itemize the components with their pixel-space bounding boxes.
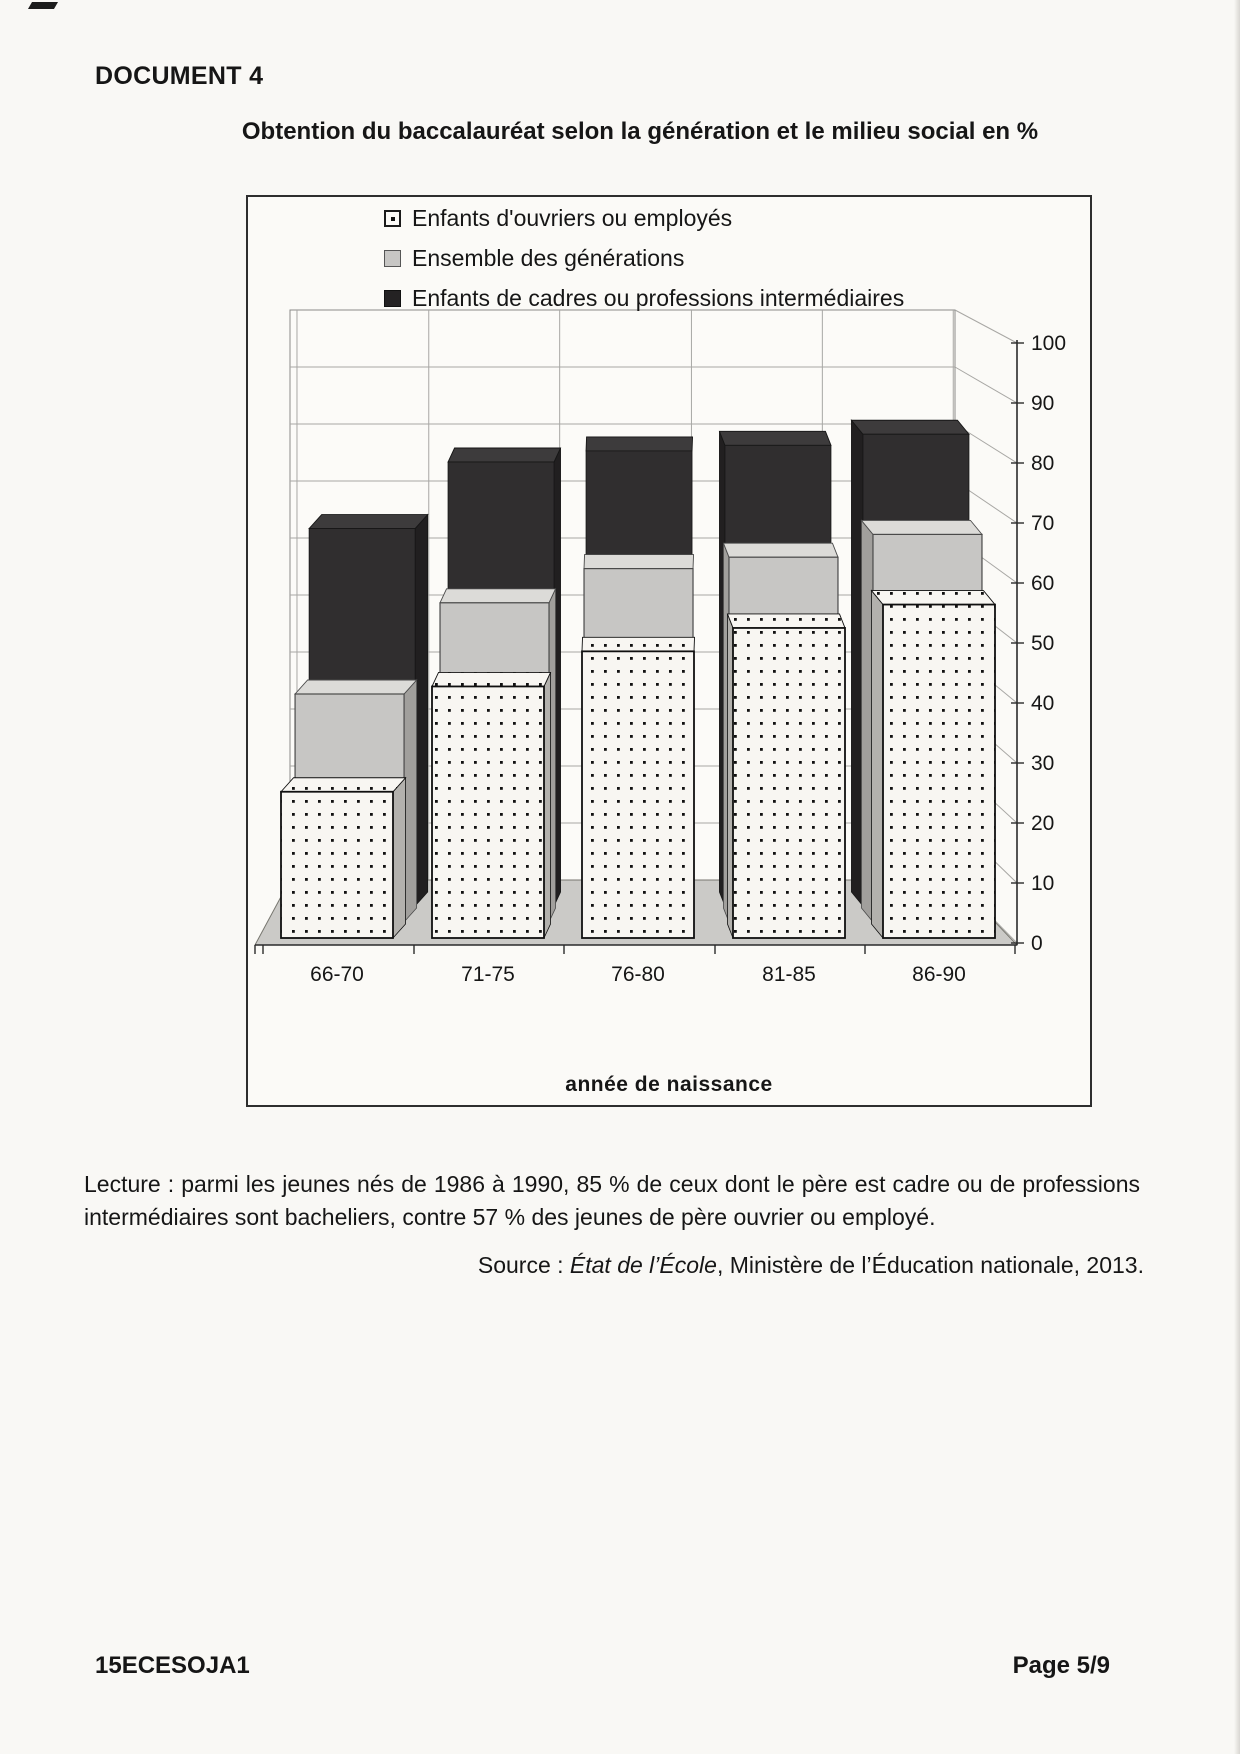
legend-swatch-gray-icon: [384, 250, 401, 267]
source-suffix: , Ministère de l’Éducation nationale, 20…: [716, 1252, 1144, 1278]
footer-exam-code: 15ECESOJA1: [95, 1652, 250, 1679]
footer-page-number: Page 5/9: [1012, 1652, 1110, 1679]
y-tick-label: 90: [1031, 392, 1054, 415]
x-tick-label: 76-80: [611, 963, 665, 986]
source-title: État de l’École: [569, 1252, 717, 1278]
y-tick-label: 60: [1031, 572, 1054, 595]
y-tick-label: 70: [1031, 512, 1054, 535]
series-white-dotted: [279, 589, 996, 940]
chart-canvas: 66-70 71-75 76-80 81-85 86-90 0 10 20 30 40 50 60 70…: [254, 309, 1066, 986]
bar-81-85-white-dotted: [726, 613, 846, 939]
y-tick-label: 30: [1031, 752, 1054, 775]
document-label: DOCUMENT 4: [95, 62, 264, 90]
source-line: Source : État de l’École, Ministère de l…: [84, 1252, 1144, 1279]
legend-item: Enfants de cadres ou professions intermé…: [384, 285, 904, 312]
x-tick-label: 86-90: [912, 963, 966, 986]
lecture-paragraph: Lecture : parmi les jeunes nés de 1986 à…: [84, 1171, 1140, 1231]
x-tick-label: 66-70: [310, 963, 364, 986]
x-axis: 66-70 71-75 76-80 81-85 86-90: [254, 944, 1017, 986]
x-tick-label: 71-75: [461, 963, 515, 986]
y-tick-label: 10: [1031, 872, 1054, 895]
legend-label: Enfants d'ouvriers ou employés: [412, 205, 733, 231]
legend-item: Ensemble des générations: [384, 245, 904, 272]
x-axis-title: année de naissance: [565, 1073, 773, 1096]
source-prefix: Source :: [477, 1252, 570, 1278]
bar-76-80-white-dotted: [581, 636, 695, 939]
y-tick-label: 100: [1031, 332, 1066, 355]
legend-label: Ensemble des générations: [412, 245, 685, 271]
scan-artifact: [27, 2, 59, 9]
y-axis: 0 10 20 30 40 50 60 70 80 90 100: [1011, 332, 1066, 955]
chart-legend: Enfants d'ouvriers ou employés Ensemble …: [384, 205, 904, 312]
y-tick-label: 50: [1031, 632, 1054, 655]
legend-label: Enfants de cadres ou professions intermé…: [412, 285, 905, 311]
y-tick-label: 0: [1031, 932, 1043, 955]
x-tick-label: 81-85: [762, 963, 816, 986]
legend-swatch-dotted-icon: [384, 210, 401, 227]
legend-swatch-black-icon: [384, 290, 401, 307]
y-tick-label: 80: [1031, 452, 1054, 475]
y-tick-label: 20: [1031, 812, 1054, 835]
y-tick-label: 40: [1031, 692, 1054, 715]
legend-item: Enfants d'ouvriers ou employés: [384, 205, 904, 232]
chart-frame: Enfants d'ouvriers ou employés Ensemble …: [246, 195, 1092, 1107]
bar-86-90-white-dotted: [870, 589, 996, 940]
bar-66-70-white-dotted: [279, 776, 407, 940]
bar-71-75-white-dotted: [431, 672, 552, 939]
page-title: Obtention du baccalauréat selon la génér…: [241, 118, 1039, 145]
